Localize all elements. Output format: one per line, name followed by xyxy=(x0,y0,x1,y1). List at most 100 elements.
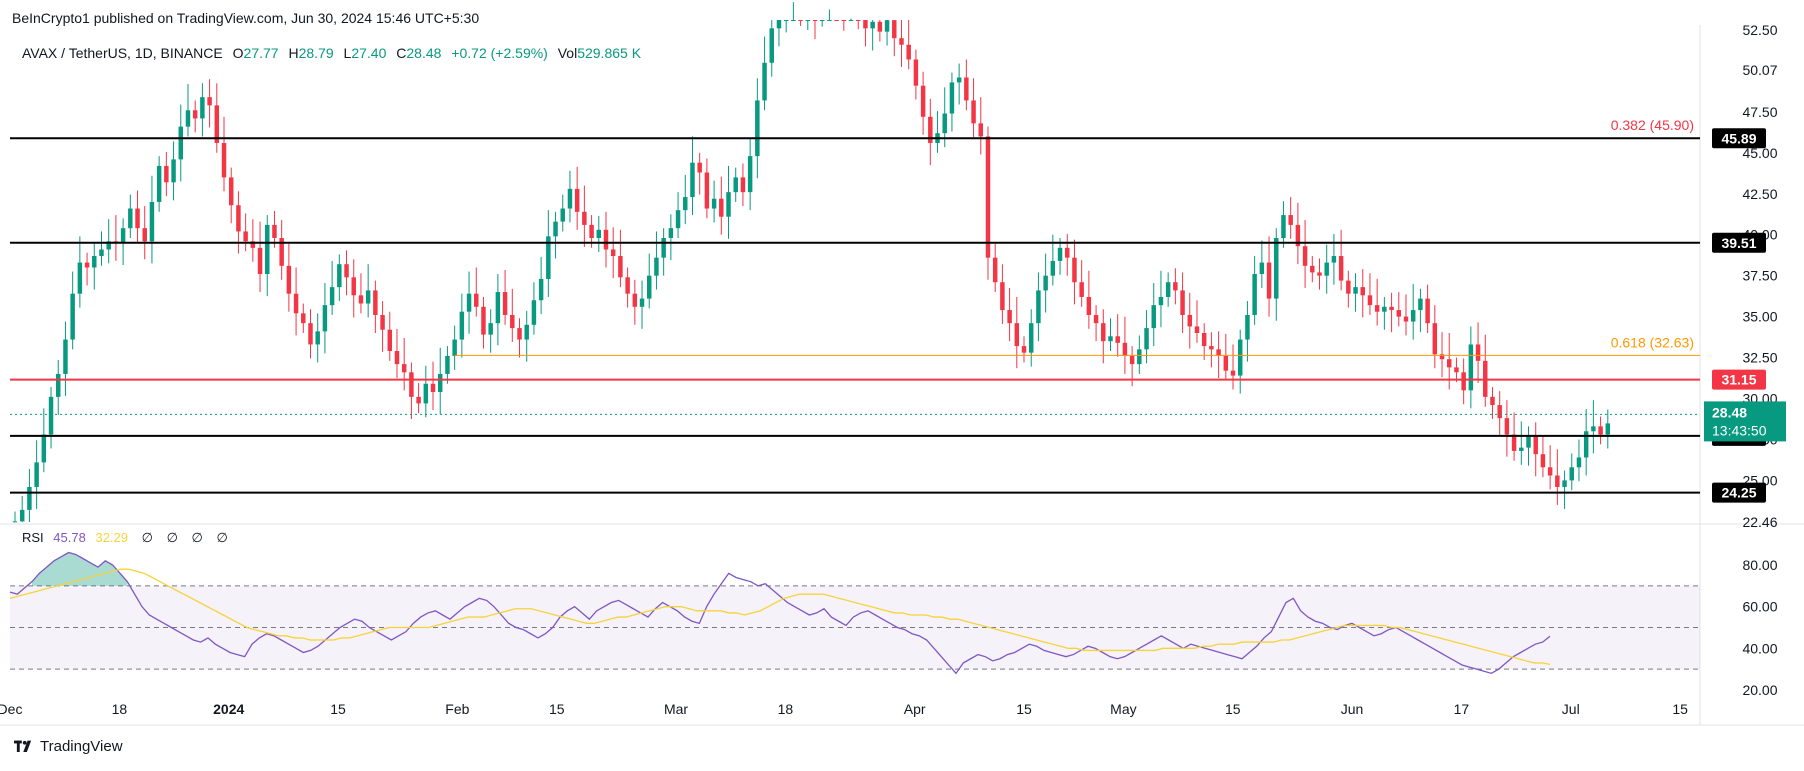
candle-body-177 xyxy=(1288,215,1293,225)
last-price-badge xyxy=(1704,401,1786,442)
candle-body-119 xyxy=(870,21,875,29)
symbol-label[interactable]: AVAX / TetherUS, 1D, BINANCE xyxy=(22,45,223,61)
candle-body-104 xyxy=(762,62,767,101)
candle-body-196 xyxy=(1425,298,1430,324)
candle-body-214 xyxy=(1555,475,1560,487)
candle-body-49 xyxy=(365,290,371,304)
candle-body-178 xyxy=(1295,224,1301,247)
level-24-25-badge xyxy=(1712,482,1766,503)
time-tick-9: 15 xyxy=(1016,701,1032,717)
candle-body-66 xyxy=(488,323,493,335)
candle-body-54 xyxy=(401,364,407,373)
candle-body-81 xyxy=(596,229,602,239)
tradingview-footer[interactable]: TradingView xyxy=(14,738,123,755)
candle-body-89 xyxy=(654,257,659,276)
candle-body-126 xyxy=(920,85,926,117)
candle-body-55 xyxy=(409,372,414,397)
time-tick-7: 18 xyxy=(778,701,794,717)
candle-body-207 xyxy=(1504,418,1510,435)
price-tick-10: 47.50 xyxy=(1742,104,1777,120)
price-tick-12: 52.50 xyxy=(1742,22,1777,38)
candle-body-44 xyxy=(329,287,335,306)
rsi-line xyxy=(9,551,1551,675)
na-value-1: ∅ xyxy=(141,530,153,545)
candle-body-64 xyxy=(474,293,479,307)
candle-body-140 xyxy=(1021,346,1027,353)
candle-body-194 xyxy=(1410,310,1416,322)
candle-body-92 xyxy=(675,210,681,229)
rsi-label[interactable]: RSI xyxy=(22,530,44,545)
candle-body-180 xyxy=(1310,265,1315,273)
candle-body-4 xyxy=(41,434,47,463)
candle-body-59 xyxy=(437,373,443,392)
price-tick-5: 35.00 xyxy=(1742,309,1777,325)
candle-body-210 xyxy=(1526,436,1531,448)
time-tick-14: Jul xyxy=(1562,701,1580,717)
candle-body-75 xyxy=(553,221,558,237)
candle-body-80 xyxy=(589,224,594,239)
candle-body-93 xyxy=(683,197,688,211)
candle-body-8 xyxy=(70,293,75,340)
candle-body-6 xyxy=(56,373,61,397)
candle-body-139 xyxy=(1014,323,1020,347)
level-24-25-label: 24.25 xyxy=(1721,485,1756,501)
time-tick-1: 18 xyxy=(112,701,128,717)
candle-body-39 xyxy=(293,293,299,314)
candle-body-174 xyxy=(1266,262,1272,299)
candle-body-109 xyxy=(798,20,803,21)
candle-body-108 xyxy=(791,20,796,21)
candle-body-42 xyxy=(315,331,320,345)
last-price-label: 28.48 xyxy=(1712,404,1747,420)
candle-body-38 xyxy=(286,265,292,294)
candle-body-35 xyxy=(265,224,270,275)
candle-body-157 xyxy=(1144,328,1149,350)
candle-body-165 xyxy=(1201,332,1207,347)
candle-body-170 xyxy=(1237,339,1243,376)
candle-body-135 xyxy=(985,136,991,258)
candle-body-132 xyxy=(964,77,969,101)
candle-body-131 xyxy=(956,77,962,83)
candle-body-202 xyxy=(1468,344,1474,391)
fib-0-618-label: 0.618 (32.63) xyxy=(1611,334,1694,350)
candle-body-166 xyxy=(1209,346,1214,350)
price-tick-11: 50.07 xyxy=(1742,62,1777,78)
candle-body-192 xyxy=(1396,310,1402,317)
countdown-label: 13:43:50 xyxy=(1712,422,1767,438)
candle-body-198 xyxy=(1439,354,1445,360)
price-tick-6: 37.50 xyxy=(1742,268,1777,284)
candle-body-146 xyxy=(1065,247,1070,258)
candle-body-71 xyxy=(524,324,529,340)
candle-body-15 xyxy=(120,228,126,243)
candle-body-25 xyxy=(192,110,198,119)
candle-body-167 xyxy=(1216,349,1221,356)
candle-body-160 xyxy=(1165,282,1171,297)
na-value-4: ∅ xyxy=(216,530,228,545)
candle-body-173 xyxy=(1259,262,1265,275)
candle-body-162 xyxy=(1180,290,1185,315)
ohlc-legend: AVAX / TetherUS, 1D, BINANCE O27.77 H28.… xyxy=(22,45,641,61)
candle-body-45 xyxy=(337,264,342,288)
candle-body-150 xyxy=(1093,314,1099,324)
candle-body-20 xyxy=(156,165,162,202)
candle-body-189 xyxy=(1374,305,1380,312)
candle-body-21 xyxy=(164,165,169,183)
na-value-2: ∅ xyxy=(166,530,178,545)
candle-body-195 xyxy=(1418,298,1423,311)
price-tick-0: 22.46 xyxy=(1742,514,1777,530)
level-31-15-badge xyxy=(1712,369,1766,390)
candle-body-40 xyxy=(301,313,306,324)
candle-body-105 xyxy=(769,28,774,63)
candle-body-176 xyxy=(1281,215,1286,239)
candle-body-65 xyxy=(481,306,486,335)
candle-body-82 xyxy=(603,229,609,250)
candle-body-134 xyxy=(978,123,983,137)
candle-body-29 xyxy=(221,143,227,178)
candle-body-13 xyxy=(106,241,111,250)
candle-body-2 xyxy=(27,486,32,510)
time-tick-13: 17 xyxy=(1454,701,1470,717)
candle-body-85 xyxy=(625,277,630,294)
candle-body-152 xyxy=(1108,336,1113,342)
candle-body-56 xyxy=(416,396,421,404)
candle-body-218 xyxy=(1583,431,1589,458)
